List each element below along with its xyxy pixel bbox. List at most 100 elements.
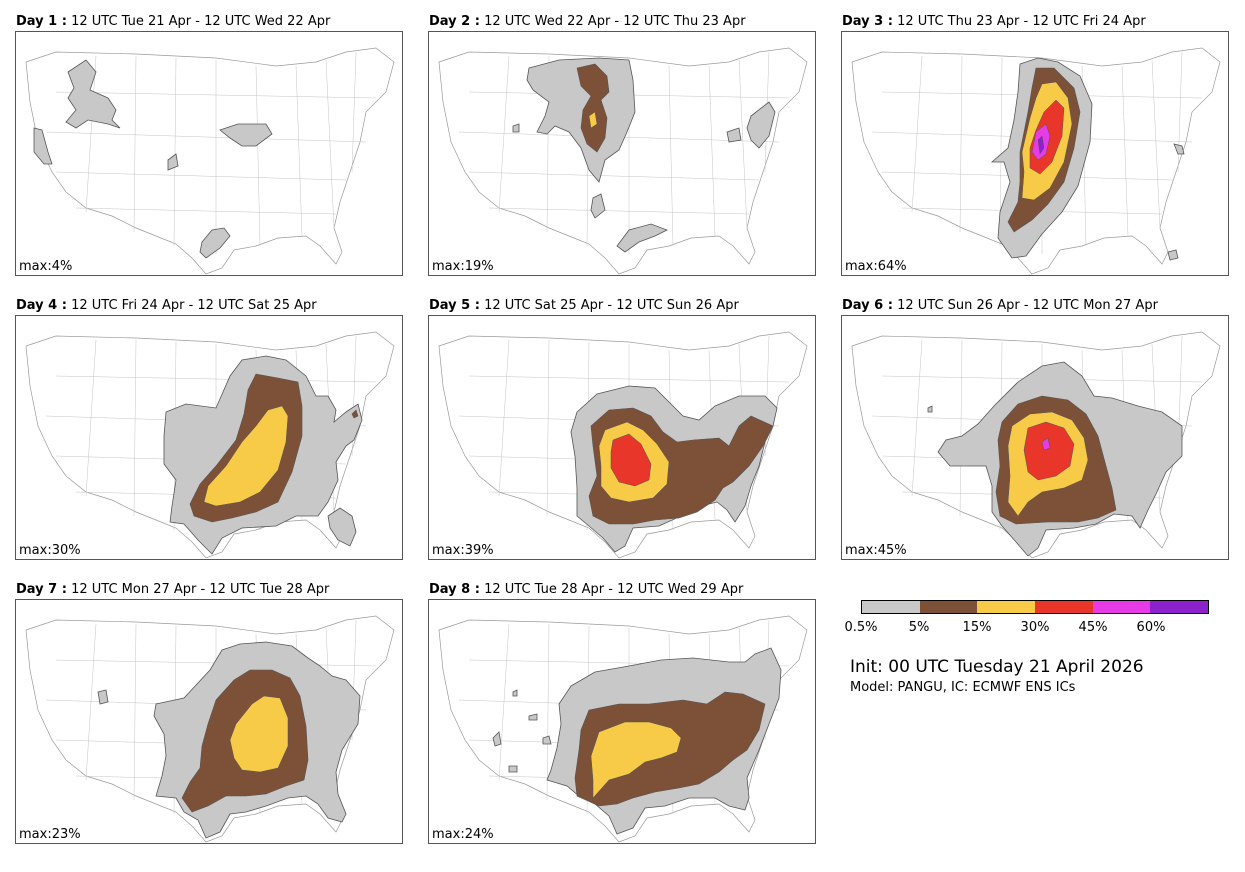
map-panel-4: max:30% [15, 315, 403, 560]
state-border [85, 339, 97, 497]
contour-0.5pct [33, 127, 53, 165]
map-5-svg [438, 331, 808, 559]
contour-15pct [203, 405, 289, 507]
contour-0.5pct [167, 153, 179, 171]
state-border [959, 339, 963, 517]
contour-0.5pct [512, 123, 520, 133]
contour-45pct [1041, 437, 1051, 451]
legend-swatch-30pct [1035, 601, 1093, 613]
contour-5pct [576, 63, 610, 153]
contour-0.5pct [199, 227, 231, 259]
contour-30pct [1023, 421, 1075, 481]
map-panel-5: max:39% [428, 315, 816, 560]
map-panel-8: max:24% [428, 599, 816, 844]
legend-tick-60pct: 60% [1136, 620, 1166, 635]
state-border [738, 59, 748, 229]
panel-1-period: 12 UTC Tue 21 Apr - 12 UTC Wed 22 Apr [71, 14, 331, 29]
contour-5pct [351, 409, 359, 419]
contour-0.5pct [726, 127, 742, 143]
color-legend-bar [861, 600, 1209, 614]
contour-0.5pct [508, 765, 518, 773]
contour-15pct [590, 721, 682, 799]
panel-7-day: Day 7 : [16, 582, 67, 597]
map-6-svg [851, 331, 1221, 559]
state-border [668, 65, 674, 247]
state-border [325, 59, 335, 229]
contour-30pct [610, 433, 652, 487]
coastline [25, 47, 395, 275]
state-border [133, 55, 137, 233]
map-2-svg [438, 47, 808, 275]
contour-0.5pct [528, 713, 538, 721]
coastline [851, 47, 1221, 275]
panel-8-max: max:24% [432, 827, 494, 842]
legend-tick-30pct: 30% [1020, 620, 1050, 635]
panel-3-period: 12 UTC Thu 23 Apr - 12 UTC Fri 24 Apr [897, 14, 1146, 29]
init-time-label: Init: 00 UTC Tuesday 21 April 2026 [850, 657, 1144, 677]
state-border [468, 171, 760, 181]
panel-8-period: 12 UTC Tue 28 Apr - 12 UTC Wed 29 Apr [484, 582, 744, 597]
probability-contours [33, 59, 273, 259]
probability-contours [163, 355, 363, 555]
state-border [85, 55, 97, 213]
legend-swatch-15pct [977, 601, 1036, 613]
contour-0.5pct [590, 193, 606, 219]
state-border [1151, 59, 1161, 229]
coastline [438, 331, 808, 559]
panel-5-period: 12 UTC Sat 25 Apr - 12 UTC Sun 26 Apr [484, 298, 739, 313]
panel-6-title: Day 6 : 12 UTC Sun 26 Apr - 12 UTC Mon 2… [842, 298, 1158, 314]
panel-6-day: Day 6 : [842, 298, 893, 313]
legend-tick-45pct: 45% [1078, 620, 1108, 635]
legend-swatch-5pct [919, 601, 978, 613]
map-8-svg [438, 615, 808, 843]
state-border [85, 623, 97, 781]
contour-15pct [588, 111, 598, 129]
panel-8-day: Day 8 : [429, 582, 480, 597]
state-border [959, 55, 963, 233]
panel-2-day: Day 2 : [429, 14, 480, 29]
map-panel-2: max:19% [428, 31, 816, 276]
state-border [255, 65, 261, 247]
state-border [911, 55, 923, 213]
panel-5-title: Day 5 : 12 UTC Sat 25 Apr - 12 UTC Sun 2… [429, 298, 739, 314]
contour-0.5pct [1173, 143, 1185, 155]
panel-3-day: Day 3 : [842, 14, 893, 29]
legend-tick-5pct: 5% [908, 620, 930, 635]
legend-swatch-60pct [1150, 601, 1209, 613]
legend-tick-0.5pct: 0.5% [844, 620, 878, 635]
contour-0.5pct [97, 689, 109, 705]
map-panel-1: max:4% [15, 31, 403, 276]
probability-contours [570, 385, 778, 553]
basemap [25, 47, 395, 275]
state-border [488, 207, 750, 215]
coastline [438, 47, 808, 275]
panel-4-day: Day 4 : [16, 298, 67, 313]
contour-0.5pct [927, 405, 933, 413]
model-label: Model: PANGU, IC: ECMWF ENS ICs [850, 680, 1076, 695]
state-border [911, 339, 923, 497]
probability-contours [512, 57, 776, 253]
map-4-svg [25, 331, 395, 559]
state-border [133, 339, 137, 517]
coastline [851, 331, 1221, 559]
panel-7-max: max:23% [19, 827, 81, 842]
contour-0.5pct [327, 507, 357, 547]
contour-0.5pct [512, 689, 518, 697]
panel-4-period: 12 UTC Fri 24 Apr - 12 UTC Sat 25 Apr [71, 298, 317, 313]
panel-5-max: max:39% [432, 543, 494, 558]
state-border [55, 171, 347, 181]
state-border [546, 623, 550, 801]
contour-15pct [229, 695, 289, 773]
panel-6-period: 12 UTC Sun 26 Apr - 12 UTC Mon 27 Apr [897, 298, 1158, 313]
coastline [25, 331, 395, 559]
panel-1-day: Day 1 : [16, 14, 67, 29]
state-border [1121, 65, 1129, 237]
state-border [295, 65, 303, 237]
map-1-svg [25, 47, 395, 275]
contour-0.5pct [219, 123, 273, 147]
contour-0.5pct [492, 731, 502, 747]
panel-6-max: max:45% [845, 543, 907, 558]
map-panel-7: max:23% [15, 599, 403, 844]
probability-contours [492, 647, 782, 835]
contour-0.5pct [616, 223, 668, 253]
